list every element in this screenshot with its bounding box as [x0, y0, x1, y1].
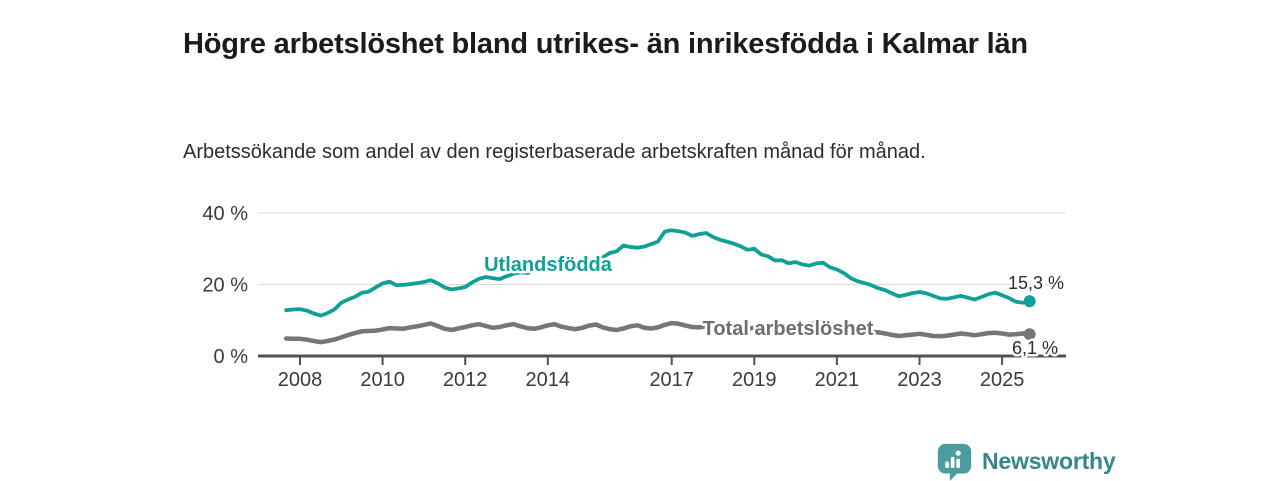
series-label: Utlandsfödda [484, 254, 613, 276]
chart-svg: 0 % 20 % 40 % 2008 2010 2012 2014 2017 2019 2021 2… [202, 203, 1066, 391]
series-line-utlandsfodda [284, 228, 1032, 318]
brand-name: Newsworthy [982, 448, 1116, 474]
series-line-total [283, 320, 1032, 345]
x-axis-tick-label: 2014 [526, 369, 571, 391]
x-axis-tick-label: 2019 [732, 369, 777, 391]
series-end-value-label: 15,3 % [1008, 273, 1064, 293]
y-axis-tick-label: 40 % [202, 203, 248, 225]
x-axis-tick-label: 2021 [815, 369, 860, 391]
series-end-value-label: 6,1 % [1012, 338, 1058, 358]
x-axis-tick-label: 2008 [278, 369, 323, 391]
series-end-dot [1023, 328, 1036, 341]
brand-link[interactable]: Newsworthy [936, 442, 1116, 481]
page-title: Högre arbetslöshet bland utrikes- än inr… [183, 28, 1028, 61]
y-axis-tick-label: 0 % [214, 346, 249, 368]
x-axis-tick-label: 2023 [897, 369, 942, 391]
x-axis-tick-label: 2012 [443, 369, 488, 391]
series-label: Total arbetslöshet [703, 318, 874, 340]
page-subtitle: Arbetssökande som andel av den registerb… [183, 141, 926, 163]
x-axis-tick-label: 2025 [980, 369, 1025, 391]
newsworthy-logo-icon [937, 443, 972, 481]
x-axis-tick-label: 2017 [649, 369, 694, 391]
y-axis-tick-label: 20 % [202, 275, 248, 297]
series-end-dot [1023, 295, 1036, 308]
x-axis-tick-label: 2010 [360, 369, 405, 391]
